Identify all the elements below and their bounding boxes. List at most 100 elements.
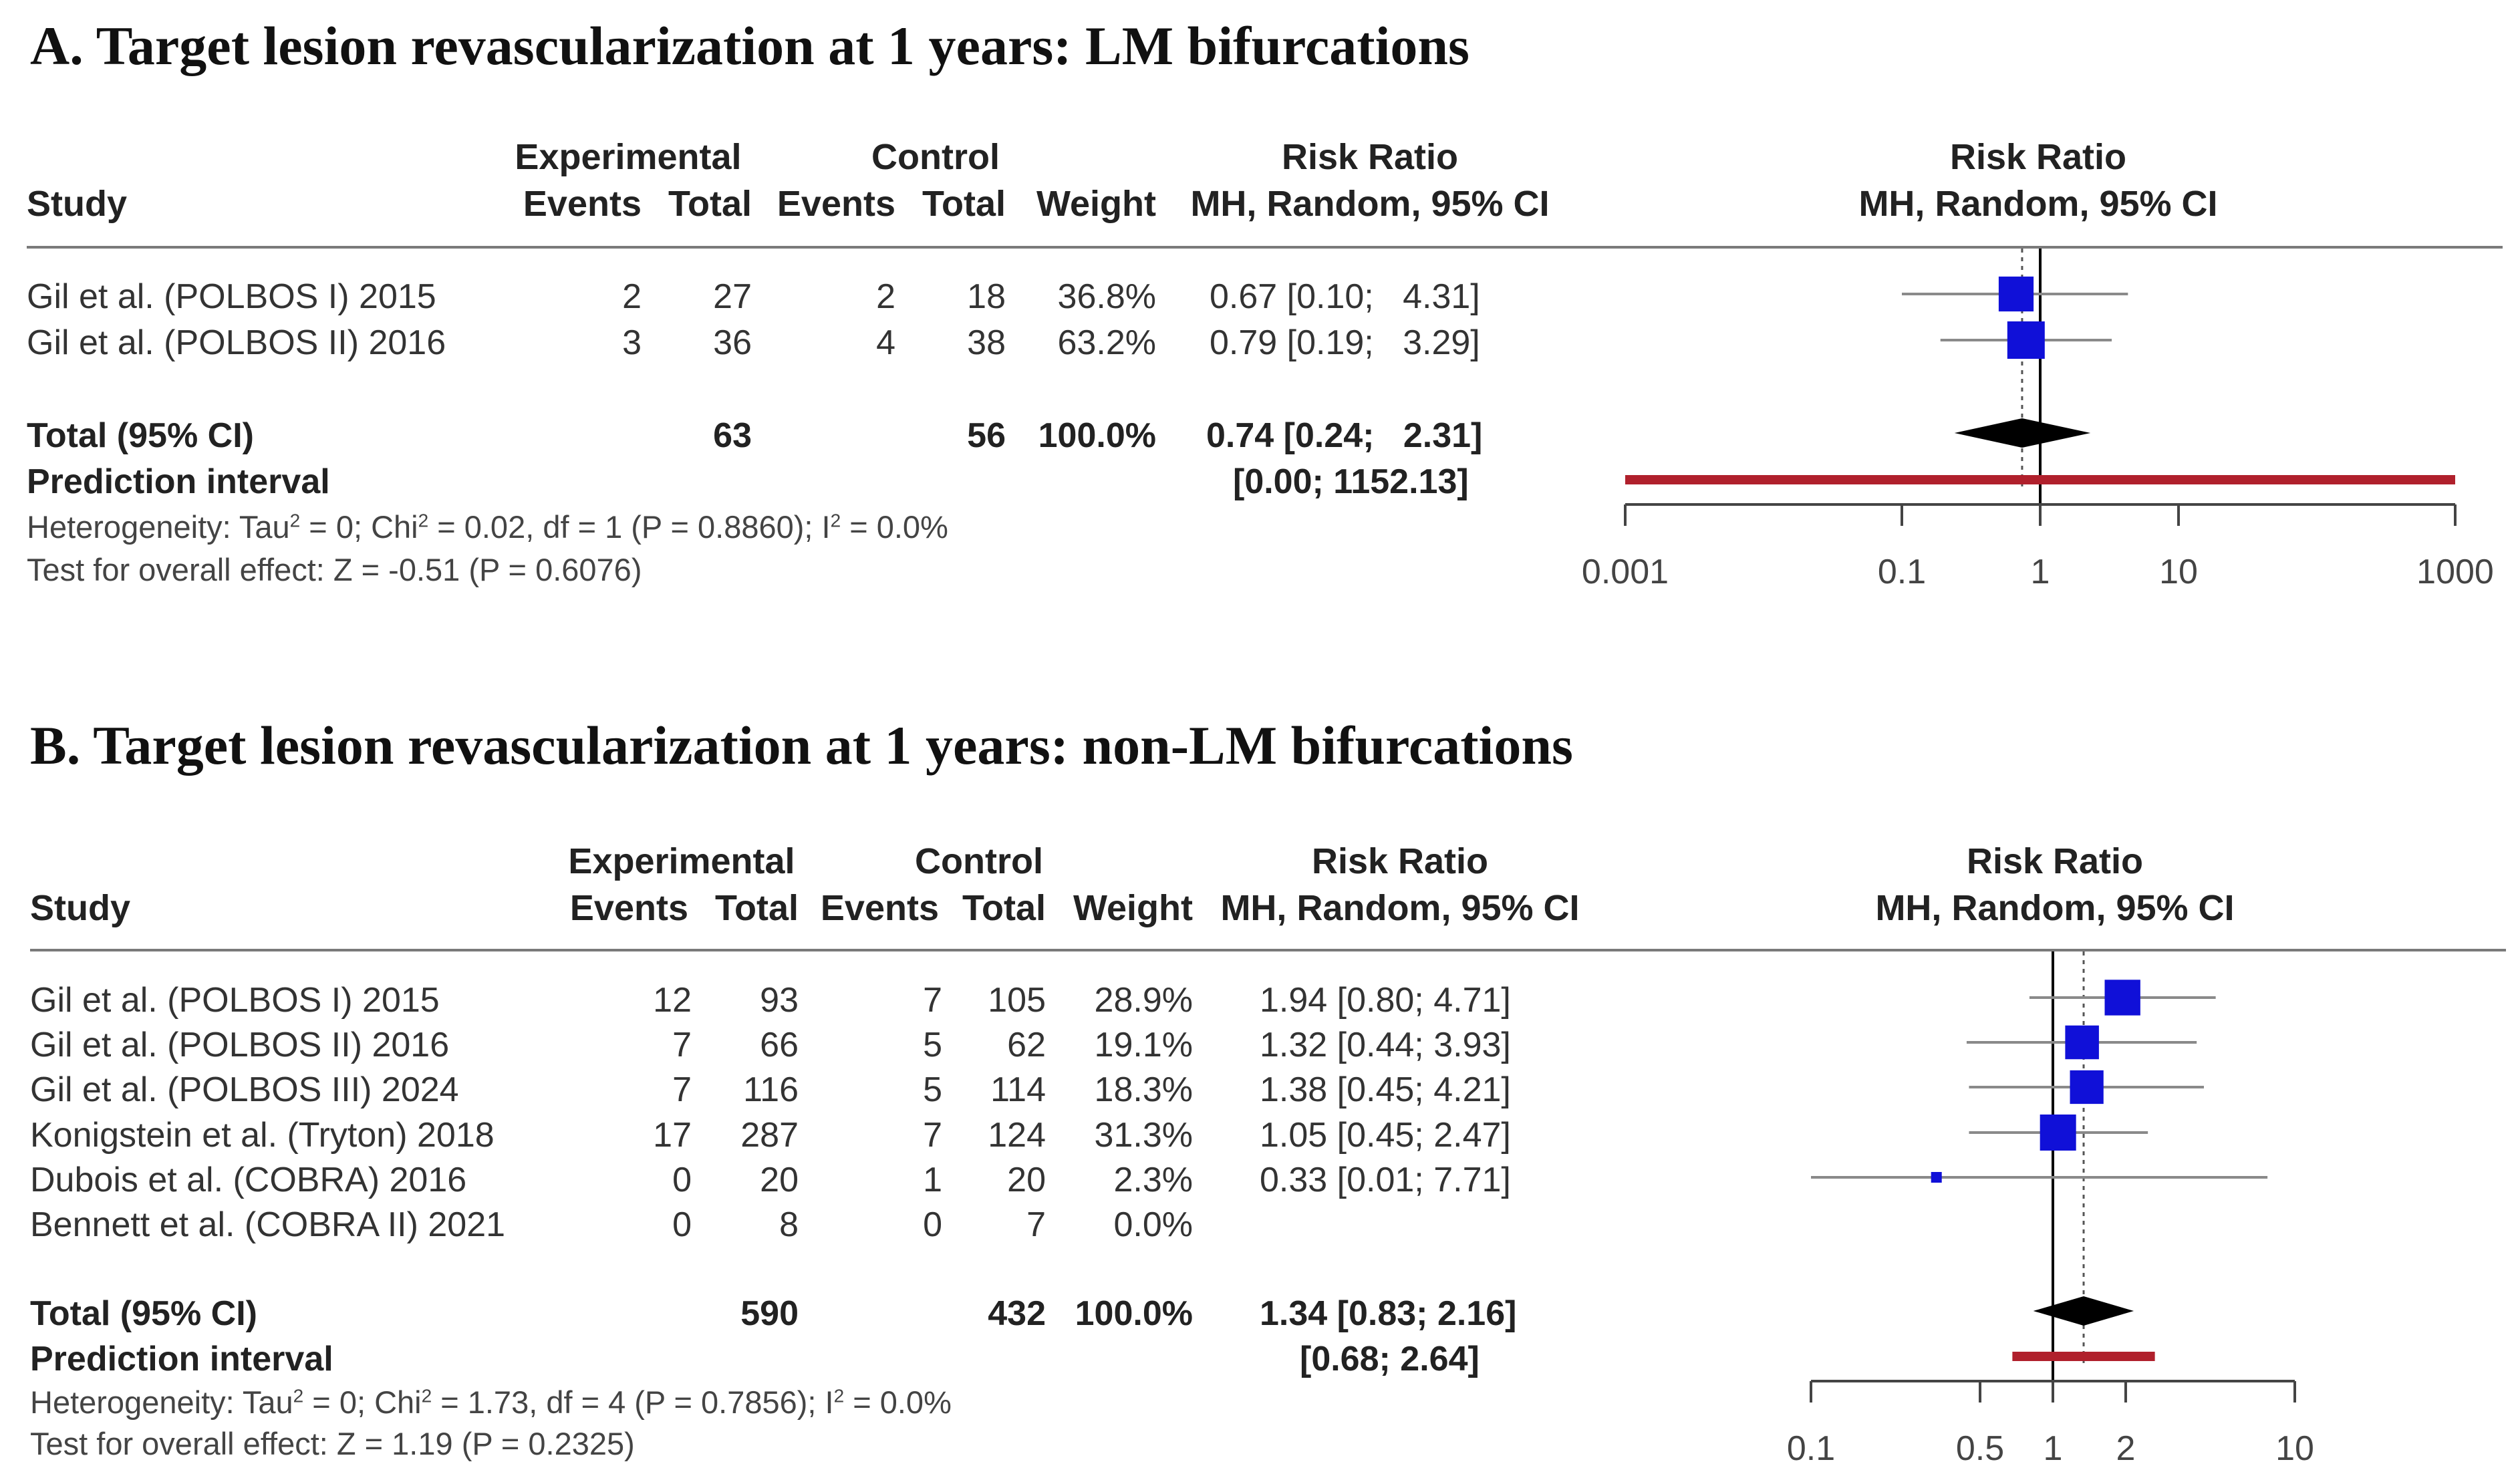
total-weight: 100.0% — [1075, 1294, 1193, 1333]
study-point-square — [1998, 276, 2034, 312]
prediction-label: Prediction interval — [30, 1340, 333, 1378]
table-cell: 31.3% — [1094, 1116, 1193, 1155]
panel-a-forest-plot: 0.001 0.1 1 10 1000 — [1582, 249, 2494, 591]
total-ci: 0.74 [0.24; 2.31] — [1206, 416, 1483, 455]
panel-b-header-rr-method: MH, Random, 95% CI — [1220, 888, 1580, 928]
table-cell: 28.9% — [1094, 981, 1193, 1020]
panel-b-header-exp-events: Events — [569, 888, 688, 928]
x-axis-tick-label: 1000 — [2416, 553, 2494, 591]
pooled-diamond — [2033, 1296, 2134, 1326]
panel-a-header-rr-method-plot: MH, Random, 95% CI — [1858, 184, 2218, 224]
prediction-label: Prediction interval — [27, 462, 330, 501]
total-label: Total (95% CI) — [30, 1294, 257, 1333]
table-cell: 7 — [923, 1116, 942, 1155]
panel-b-header-control: Control — [915, 841, 1043, 881]
table-cell-ci: 0.33 [0.01; 7.71] — [1260, 1161, 1511, 1199]
prediction-ci: [0.68; 2.64] — [1300, 1340, 1480, 1378]
table-row: Konigstein et al. (Tryton) 2018 — [30, 1116, 495, 1155]
total-label: Total (95% CI) — [27, 416, 254, 455]
table-cell: 0 — [923, 1205, 942, 1244]
study-point-square — [2065, 1025, 2099, 1060]
total-weight: 100.0% — [1038, 416, 1156, 455]
panel-a-header-exp-events: Events — [523, 184, 642, 224]
x-axis-tick-label: 0.1 — [1878, 553, 1926, 591]
table-cell-ci: 1.38 [0.45; 4.21] — [1260, 1070, 1511, 1109]
panel-a-header-rr-plot: Risk Ratio — [1949, 137, 2127, 177]
table-cell: 0 — [672, 1205, 692, 1244]
x-axis-tick-label: 10 — [2275, 1429, 2314, 1468]
panel-b-header-exp-total: Total — [715, 888, 799, 928]
total-exp: 63 — [713, 416, 752, 455]
table-cell: 1 — [923, 1161, 942, 1199]
panel-a-header-ctl-total: Total — [922, 184, 1006, 224]
total-ctl: 56 — [967, 416, 1006, 455]
table-cell: 5 — [923, 1070, 942, 1109]
table-row: Gil et al. (POLBOS I) 2015 — [27, 277, 436, 316]
table-cell: 17 — [653, 1116, 692, 1155]
table-cell: 38 — [967, 323, 1006, 362]
panel-a-header-rr: Risk Ratio — [1281, 137, 1459, 177]
table-cell: 36.8% — [1057, 277, 1156, 316]
x-axis-tick-label: 10 — [2159, 553, 2198, 591]
table-row: Gil et al. (POLBOS II) 2016 — [30, 1026, 450, 1064]
table-row: Bennett et al. (COBRA II) 2021 — [30, 1205, 506, 1244]
table-row: Gil et al. (POLBOS I) 2015 — [30, 981, 440, 1020]
table-cell: 0.0% — [1113, 1205, 1193, 1244]
table-cell: 8 — [779, 1205, 799, 1244]
total-exp: 590 — [740, 1294, 799, 1333]
x-axis-tick-label: 0.001 — [1582, 553, 1669, 591]
panel-a-header-weight: Weight — [1036, 184, 1156, 224]
overall-effect-text: Test for overall effect: Z = -0.51 (P = … — [27, 552, 642, 587]
panel-b-header-experimental: Experimental — [568, 841, 795, 881]
panel-b-header-ctl-events: Events — [820, 888, 939, 928]
table-row: Dubois et al. (COBRA) 2016 — [30, 1161, 467, 1199]
table-cell-ci: 1.05 [0.45; 2.47] — [1260, 1116, 1511, 1155]
table-cell: 93 — [760, 981, 799, 1020]
study-point-square — [2007, 321, 2045, 359]
panel-b-header-weight: Weight — [1073, 888, 1193, 928]
study-point-square — [2104, 980, 2140, 1016]
table-cell-ci: 1.32 [0.44; 3.93] — [1260, 1026, 1511, 1064]
table-cell: 18 — [967, 277, 1006, 316]
pooled-diamond — [1954, 418, 2091, 448]
table-cell: 114 — [990, 1070, 1046, 1109]
x-axis-tick-label: 0.1 — [1787, 1429, 1835, 1468]
table-cell: 7 — [923, 981, 942, 1020]
table-cell: 27 — [713, 277, 752, 316]
panel-a-header-rr-method: MH, Random, 95% CI — [1190, 184, 1550, 224]
study-point-square — [2040, 1115, 2076, 1151]
x-axis-tick-label: 1 — [2031, 553, 2050, 591]
panel-a-title: A. Target lesion revascularization at 1 … — [30, 15, 1469, 76]
total-ci: 1.34 [0.83; 2.16] — [1260, 1294, 1517, 1333]
panel-b-header-study: Study — [30, 888, 131, 928]
panel-b-header-rr-method-plot: MH, Random, 95% CI — [1875, 888, 2235, 928]
table-cell-ci: 0.67 [0.10; 4.31] — [1210, 277, 1480, 316]
table-cell-ci: 0.79 [0.19; 3.29] — [1210, 323, 1480, 362]
x-axis-tick-label: 1 — [2044, 1429, 2063, 1468]
table-row: Gil et al. (POLBOS II) 2016 — [27, 323, 446, 362]
table-cell: 2 — [876, 277, 895, 316]
x-axis-tick-label: 0.5 — [1956, 1429, 2004, 1468]
table-cell: 20 — [1007, 1161, 1046, 1199]
table-cell: 5 — [923, 1026, 942, 1064]
total-ctl: 432 — [988, 1294, 1046, 1333]
table-cell: 0 — [672, 1161, 692, 1199]
panel-b-header-rr-plot: Risk Ratio — [1966, 841, 2144, 881]
table-cell: 7 — [1026, 1205, 1046, 1244]
table-cell: 7 — [672, 1026, 692, 1064]
panel-b-title: B. Target lesion revascularization at 1 … — [30, 715, 1573, 776]
heterogeneity-text: Heterogeneity: Tau2 = 0; Chi2 = 1.73, df… — [30, 1384, 952, 1420]
table-cell: 7 — [672, 1070, 692, 1109]
table-cell: 3 — [622, 323, 642, 362]
study-point-square — [1931, 1172, 1942, 1183]
study-point-square — [2070, 1070, 2104, 1104]
table-cell: 287 — [740, 1116, 799, 1155]
table-cell: 62 — [1007, 1026, 1046, 1064]
table-cell: 20 — [760, 1161, 799, 1199]
prediction-interval-bar — [1625, 475, 2455, 484]
table-cell: 63.2% — [1057, 323, 1156, 362]
prediction-ci: [0.00; 1152.13] — [1233, 462, 1469, 501]
table-row: Gil et al. (POLBOS III) 2024 — [30, 1070, 459, 1109]
table-cell: 116 — [743, 1070, 799, 1109]
